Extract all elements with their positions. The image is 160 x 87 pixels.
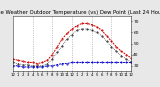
Title: Milwaukee Weather Outdoor Temperature (vs) Dew Point (Last 24 Hours): Milwaukee Weather Outdoor Temperature (v…: [0, 10, 160, 15]
